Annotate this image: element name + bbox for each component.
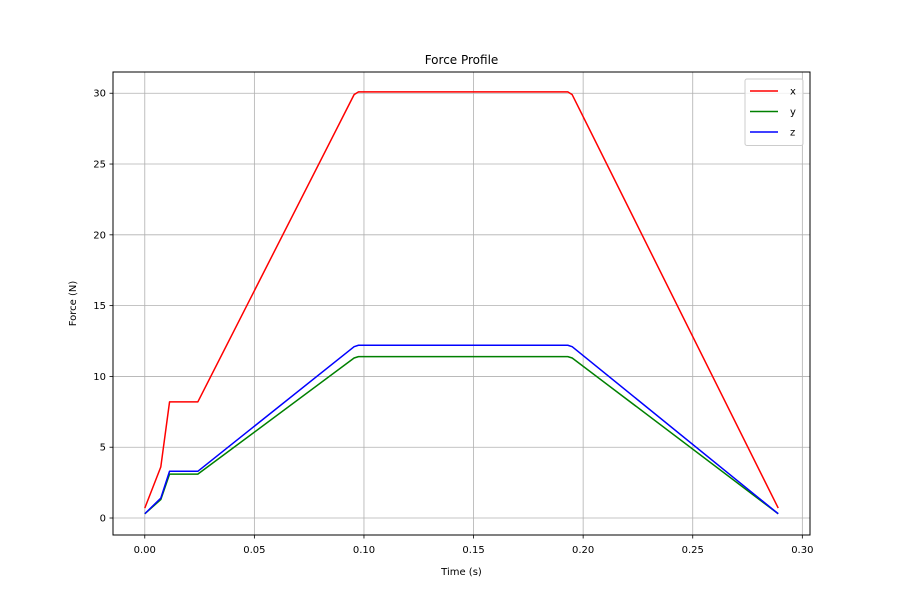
series-line-x — [144, 91, 779, 509]
x-tick-label: 0.05 — [243, 545, 265, 556]
legend-label-x: x — [790, 87, 796, 98]
x-axis-label: Time (s) — [440, 567, 482, 578]
legend: xyz — [744, 78, 804, 146]
x-tick-label: 0.20 — [572, 545, 594, 556]
y-tick-label: 0 — [100, 514, 106, 525]
x-tick-label: 0.10 — [353, 545, 375, 556]
chart-title: Force Profile — [425, 53, 499, 67]
x-tick-label: 0.00 — [134, 545, 156, 556]
x-tick-label: 0.15 — [462, 545, 484, 556]
legend-label-z: z — [790, 128, 795, 139]
y-tick-label: 15 — [93, 301, 106, 312]
y-axis-label: Force (N) — [68, 281, 79, 327]
ticks: 0.00 0.05 0.10 0.15 0.20 0.25 0.30 0 5 10 15 20 25 30 — [93, 89, 813, 556]
y-tick-label: 30 — [93, 89, 106, 100]
x-tick-label: 0.30 — [791, 545, 813, 556]
legend-label-y: y — [790, 107, 796, 118]
plot-lines — [144, 91, 779, 515]
y-tick-label: 25 — [93, 160, 106, 171]
y-tick-label: 20 — [93, 230, 106, 241]
series-line-z — [144, 344, 779, 515]
y-tick-label: 10 — [93, 372, 106, 383]
x-tick-label: 0.25 — [682, 545, 704, 556]
plot-frame — [112, 71, 811, 536]
y-tick-label: 5 — [100, 443, 106, 454]
